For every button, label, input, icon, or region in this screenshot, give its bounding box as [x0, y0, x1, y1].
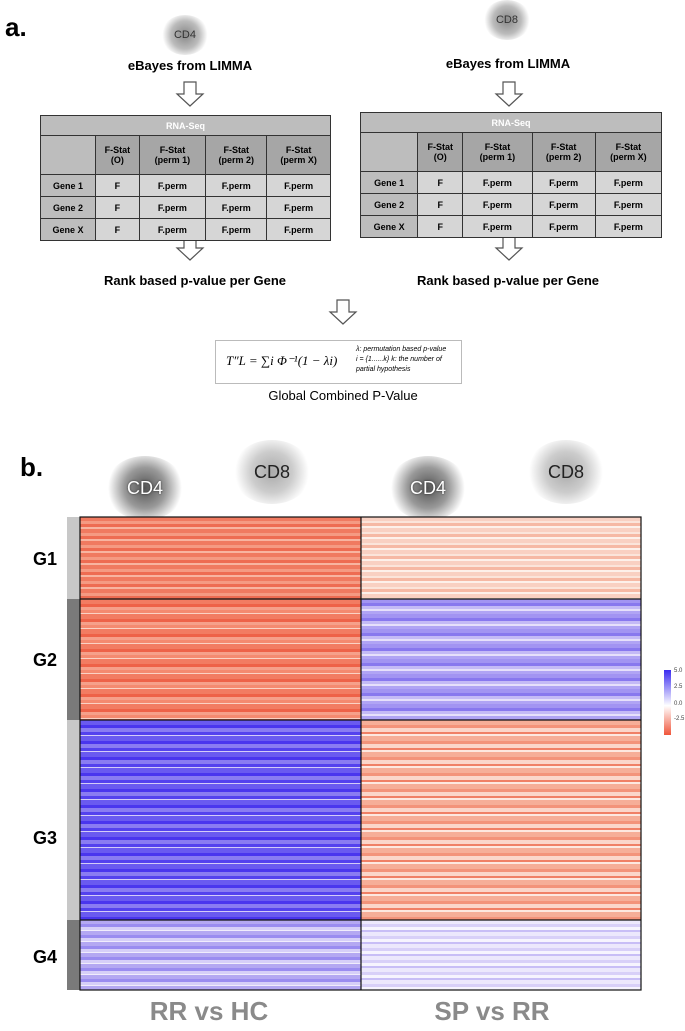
notes: λ: permutation based p-value i = {1.....…: [356, 345, 446, 375]
group-label: G1: [33, 549, 58, 569]
colorbar-tick: 5.0: [674, 668, 683, 674]
result-label: Rank based p-value per Gene: [416, 273, 600, 288]
colorbar-tick: -2.5: [674, 716, 685, 722]
panel-label: b.: [20, 452, 44, 482]
table-cell: F.perm: [594, 171, 663, 194]
group-label: G2: [33, 650, 58, 670]
table-cell: F.perm: [594, 215, 663, 238]
table-cell: F.perm: [266, 218, 331, 241]
method-label: eBayes from LIMMA: [445, 56, 571, 71]
table-header: F-Stat (perm X): [266, 135, 331, 175]
cell-icon: CD8: [483, 0, 531, 40]
heat-block: [361, 599, 641, 720]
table-title: RNA-Seq: [40, 115, 331, 136]
note: λ: permutation based p-value: [356, 346, 447, 353]
table-cell: F.perm: [266, 174, 331, 197]
table-row: F-Stat (O) F-Stat (perm 1) F-Stat (perm 2)…: [359, 132, 663, 172]
table-row: Gene X F F.perm F.perm F.perm: [39, 218, 331, 241]
table-row: Gene 2 F F.perm F.perm F.perm: [359, 193, 663, 216]
caption: Global Combined P-Value: [268, 388, 418, 403]
table-row: RNA-Seq: [40, 115, 331, 136]
table-row: F-Stat (O) F-Stat (perm 1) F-Stat (perm 2)…: [39, 135, 331, 175]
heat-block: [80, 517, 361, 599]
row-label: Gene 1: [359, 171, 419, 194]
heat-block: [361, 517, 641, 599]
comparison-label: SP vs RR: [434, 996, 550, 1026]
group-label: G4: [33, 947, 58, 967]
note: partial hypothesis: [356, 366, 411, 373]
table-header: F-Stat (perm 1): [462, 132, 533, 172]
table-cell: F.perm: [594, 193, 663, 216]
row-label: Gene X: [39, 218, 97, 241]
cell-icon: CD4: [105, 456, 185, 520]
table-cell: F.perm: [531, 171, 596, 194]
group-bar: [67, 599, 80, 720]
table: RNA-Seq F-Stat (O) F-Stat (perm 1) F-Stat (…: [359, 112, 663, 238]
table-cell: F.perm: [138, 218, 207, 241]
heat-block: [80, 920, 361, 990]
table-cell: F.perm: [531, 215, 596, 238]
table-header: F-Stat (perm 2): [205, 135, 268, 175]
formula: T″L = ∑i Φ⁻¹(1 − λi): [226, 353, 338, 368]
table-cell: F: [95, 174, 140, 197]
result-label: Rank based p-value per Gene: [103, 273, 287, 288]
method-label: eBayes from LIMMA: [127, 58, 253, 73]
table-title: RNA-Seq: [360, 112, 662, 133]
table-cell: F: [417, 215, 464, 238]
row-label: Gene X: [359, 215, 419, 238]
table-cell: F.perm: [462, 171, 533, 194]
table-row: RNA-Seq: [360, 112, 662, 133]
table-cell: F.perm: [138, 196, 207, 219]
group-label: G3: [33, 828, 58, 848]
panel-label: a.: [5, 12, 27, 42]
note: i = {1......k} k: the number of: [356, 356, 442, 363]
cell-icon: CD4: [161, 15, 209, 55]
colorbar-tick: 2.5: [674, 684, 683, 690]
table-cell: F.perm: [266, 196, 331, 219]
heat-block: [80, 599, 361, 720]
table-header: F-Stat (O): [95, 135, 140, 175]
heat-block: [361, 720, 641, 920]
cell-icon: CD8: [232, 440, 312, 504]
table-row: Gene 1 F F.perm F.perm F.perm: [359, 171, 663, 194]
arrows: [175, 81, 524, 325]
colorbar-tick: 0.0: [674, 701, 683, 707]
cell-icon: CD4: [388, 456, 468, 520]
row-label: Gene 2: [39, 196, 97, 219]
cell-icon: CD8: [526, 440, 606, 504]
table-cell: F.perm: [462, 215, 533, 238]
table-cell: F.perm: [462, 193, 533, 216]
table-cell: F.perm: [205, 218, 268, 241]
table-cell: F: [95, 218, 140, 241]
table-cell: F: [417, 193, 464, 216]
formula-box: T″L = ∑i Φ⁻¹(1 − λi) λ: permutation base…: [215, 340, 462, 384]
group-bar: [67, 920, 80, 990]
table-cell: F.perm: [205, 196, 268, 219]
group-bar: [67, 720, 80, 920]
table-row: Gene 1 F F.perm F.perm F.perm: [39, 174, 331, 197]
comparison-label: RR vs HC: [149, 996, 269, 1026]
table-corner: [39, 135, 97, 175]
colorbar: [664, 670, 671, 735]
table-row: Gene 2 F F.perm F.perm F.perm: [39, 196, 331, 219]
row-label: Gene 2: [359, 193, 419, 216]
table: RNA-Seq F-Stat (O) F-Stat (perm 1) F-Stat (…: [39, 115, 331, 241]
heat-block: [80, 720, 361, 920]
heat-block: [361, 920, 641, 990]
table-row: Gene X F F.perm F.perm F.perm: [359, 215, 663, 238]
table-cell: F.perm: [138, 174, 207, 197]
group-bar: [67, 517, 80, 599]
table-header: F-Stat (perm 1): [138, 135, 207, 175]
table-corner: [359, 132, 419, 172]
